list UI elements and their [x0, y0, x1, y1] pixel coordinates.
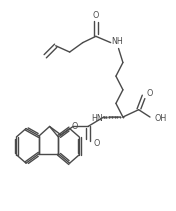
Text: O: O: [93, 139, 100, 148]
Text: NH: NH: [112, 38, 123, 46]
Text: O: O: [71, 122, 78, 131]
Text: OH: OH: [154, 114, 167, 123]
Text: O: O: [93, 11, 99, 20]
Text: O: O: [146, 89, 153, 99]
Text: HN: HN: [91, 114, 103, 123]
